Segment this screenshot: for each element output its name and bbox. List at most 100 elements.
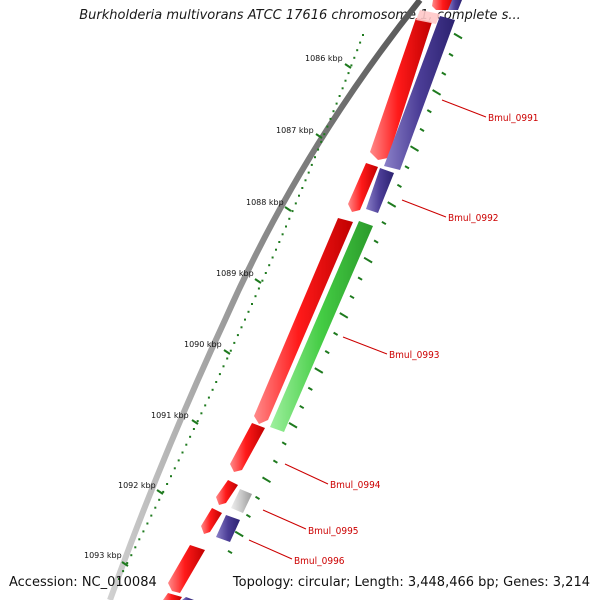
outer-tick	[373, 239, 379, 244]
scale-dot	[247, 310, 250, 313]
scale-dot	[288, 217, 291, 220]
scale-dot	[185, 443, 188, 446]
outer-tick	[288, 422, 298, 429]
scale-dot	[350, 64, 353, 67]
gene-feature[interactable]	[370, 18, 432, 160]
scale-dot	[162, 490, 165, 493]
scale-dot	[285, 225, 287, 228]
kbp-tick	[315, 133, 323, 139]
gene-feature[interactable]	[216, 480, 238, 505]
genome-summary-text: Topology: circular; Length: 3,448,466 bp…	[232, 575, 590, 590]
callout-line	[284, 463, 329, 485]
scale-dot	[130, 554, 133, 557]
scale-ring	[118, 34, 364, 580]
callout-line	[248, 539, 293, 560]
scale-dot	[329, 117, 332, 120]
callout-line	[342, 336, 388, 355]
scale-dot	[341, 87, 344, 90]
scale-dot	[181, 451, 184, 454]
gene-feature[interactable]	[230, 423, 265, 472]
gene-feature[interactable]	[348, 163, 378, 212]
scale-dot	[335, 102, 338, 105]
gene-feature	[416, 10, 440, 24]
scale-dot	[211, 388, 214, 391]
kbp-tick-label: 1092 kbp	[118, 481, 156, 490]
outer-tick	[307, 386, 313, 391]
scale-dot	[294, 202, 297, 205]
scale-dot	[196, 420, 199, 423]
scale-dot	[192, 428, 195, 430]
kbp-tick-label: 1089 kbp	[216, 269, 254, 278]
outer-tick	[324, 350, 330, 355]
scale-dot	[317, 148, 320, 151]
kbp-tick-label: 1090 kbp	[184, 340, 222, 349]
kbp-tick	[191, 419, 199, 425]
scale-dot	[301, 187, 304, 189]
outer-tick	[357, 276, 363, 281]
scale-dot	[347, 72, 350, 75]
scale-dot	[323, 133, 326, 136]
scale-dot	[307, 171, 310, 174]
scale-dot	[207, 396, 210, 399]
gene-feature[interactable]	[168, 545, 205, 593]
kbp-tick-label: 1088 kbp	[246, 198, 284, 207]
scale-dot	[281, 233, 284, 236]
outer-tick	[333, 331, 339, 336]
scale-dot	[138, 538, 141, 541]
scale-dot	[362, 34, 364, 36]
gene-feature[interactable]	[216, 515, 240, 542]
gene-feature[interactable]	[182, 597, 194, 600]
scale-dot	[215, 381, 218, 383]
scale-dot	[173, 467, 176, 470]
gene-feature[interactable]	[448, 0, 462, 10]
gene-label-bmul-0996[interactable]: Bmul_0996	[294, 556, 345, 567]
accession-text: Accession: NC_010084	[9, 575, 157, 590]
reverse-strand-track	[182, 0, 462, 600]
scale-dot	[118, 578, 120, 580]
scale-dot	[344, 79, 347, 82]
scale-dot	[170, 475, 172, 478]
scale-dot	[254, 295, 257, 298]
gene-label-bmul-0994[interactable]: Bmul_0994	[330, 480, 381, 491]
outer-tick	[363, 256, 373, 264]
outer-tick	[299, 404, 305, 410]
gene-feature[interactable]	[270, 221, 373, 432]
gene-feature[interactable]	[384, 16, 455, 170]
outer-tick	[404, 165, 410, 170]
scale-dot	[314, 156, 316, 159]
gene-feature[interactable]	[366, 168, 394, 213]
scale-dot	[338, 95, 341, 97]
scale-dot	[278, 241, 281, 243]
callout-line	[262, 509, 307, 530]
scale-dot	[326, 125, 329, 128]
callout-line	[441, 99, 487, 118]
gene-label-bmul-0995[interactable]: Bmul_0995	[308, 526, 359, 537]
gene-feature[interactable]	[231, 489, 252, 513]
backbone-ring	[107, 0, 423, 600]
scale-dot	[177, 459, 180, 462]
gene-feature[interactable]	[254, 218, 353, 424]
scale-dot	[122, 570, 125, 573]
gene-label-bmul-0991[interactable]: Bmul_0991	[488, 113, 539, 124]
scale-dot	[310, 163, 313, 166]
scale-dot	[240, 326, 243, 329]
outer-tick	[261, 476, 272, 484]
scale-dot	[261, 279, 264, 282]
scale-dot	[236, 334, 239, 337]
outer-tick	[314, 367, 324, 374]
scale-dot	[359, 41, 362, 44]
gene-label-bmul-0993[interactable]: Bmul_0993	[389, 350, 440, 361]
gene-feature[interactable]	[163, 593, 182, 600]
scale-dot	[189, 435, 192, 438]
scale-dot	[146, 522, 149, 525]
outer-tick	[339, 312, 349, 319]
scale-dot	[154, 506, 157, 509]
scale-dot	[356, 49, 359, 52]
gene-label-bmul-0992[interactable]: Bmul_0992	[448, 213, 499, 224]
gene-feature[interactable]	[201, 508, 222, 534]
outer-tick	[281, 441, 287, 446]
scale-dot	[229, 349, 232, 352]
kbp-tick-label: 1091 kbp	[151, 411, 189, 420]
kbp-tick	[121, 561, 129, 567]
